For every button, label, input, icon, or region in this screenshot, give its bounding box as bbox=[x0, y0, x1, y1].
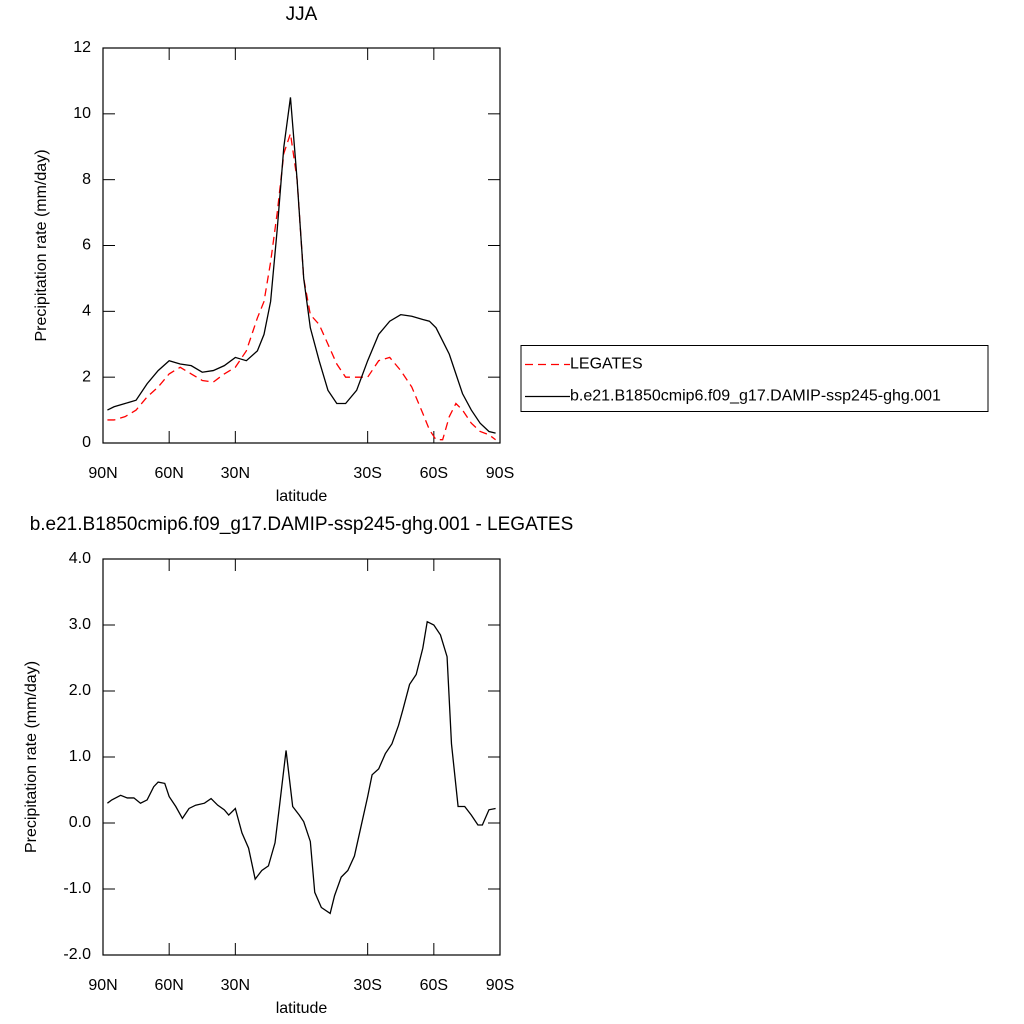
y-tick-label: 0.0 bbox=[69, 814, 91, 831]
y-tick-label: 8 bbox=[82, 171, 91, 188]
plot-frame bbox=[102, 47, 501, 444]
x-tick-label: 30N bbox=[221, 465, 250, 482]
x-tick-label: 30S bbox=[353, 977, 381, 994]
x-tick-label: 90S bbox=[486, 465, 514, 482]
x-tick-label: 30N bbox=[221, 977, 250, 994]
y-tick-label: -2.0 bbox=[63, 946, 91, 963]
data-line bbox=[107, 133, 496, 441]
x-tick-label: 60S bbox=[420, 465, 448, 482]
legend-label: LEGATES bbox=[570, 356, 643, 373]
y-tick-label: 3.0 bbox=[69, 616, 91, 633]
legend-box bbox=[520, 345, 989, 412]
y-tick-label: 12 bbox=[73, 39, 91, 56]
x-axis-label: latitude bbox=[276, 488, 328, 505]
data-line bbox=[107, 620, 496, 915]
y-tick-label: 4 bbox=[82, 303, 91, 320]
y-tick-label: 0 bbox=[82, 434, 91, 451]
legend-label: b.e21.B1850cmip6.f09_g17.DAMIP-ssp245-gh… bbox=[570, 388, 941, 405]
x-tick-label: 90N bbox=[88, 977, 117, 994]
x-tick-label: 90N bbox=[88, 465, 117, 482]
y-tick-label: 6 bbox=[82, 237, 91, 254]
x-tick-label: 30S bbox=[353, 465, 381, 482]
y-tick-label: 1.0 bbox=[69, 748, 91, 765]
plot-frame bbox=[102, 558, 501, 956]
chart-title: b.e21.B1850cmip6.f09_g17.DAMIP-ssp245-gh… bbox=[30, 514, 574, 535]
y-tick-label: 2.0 bbox=[69, 682, 91, 699]
x-tick-label: 60N bbox=[154, 977, 183, 994]
x-tick-label: 60S bbox=[420, 977, 448, 994]
chart-title: JJA bbox=[286, 4, 318, 25]
x-tick-label: 90S bbox=[486, 977, 514, 994]
x-axis-label: latitude bbox=[276, 1000, 328, 1017]
y-tick-label: 2 bbox=[82, 368, 91, 385]
y-tick-label: 4.0 bbox=[69, 550, 91, 567]
y-axis-label: Precipitation rate (mm/day) bbox=[23, 661, 40, 853]
y-axis-label: Precipitation rate (mm/day) bbox=[33, 149, 50, 341]
x-tick-label: 60N bbox=[154, 465, 183, 482]
data-line bbox=[107, 97, 496, 434]
y-tick-label: -1.0 bbox=[63, 880, 91, 897]
y-tick-label: 10 bbox=[73, 105, 91, 122]
